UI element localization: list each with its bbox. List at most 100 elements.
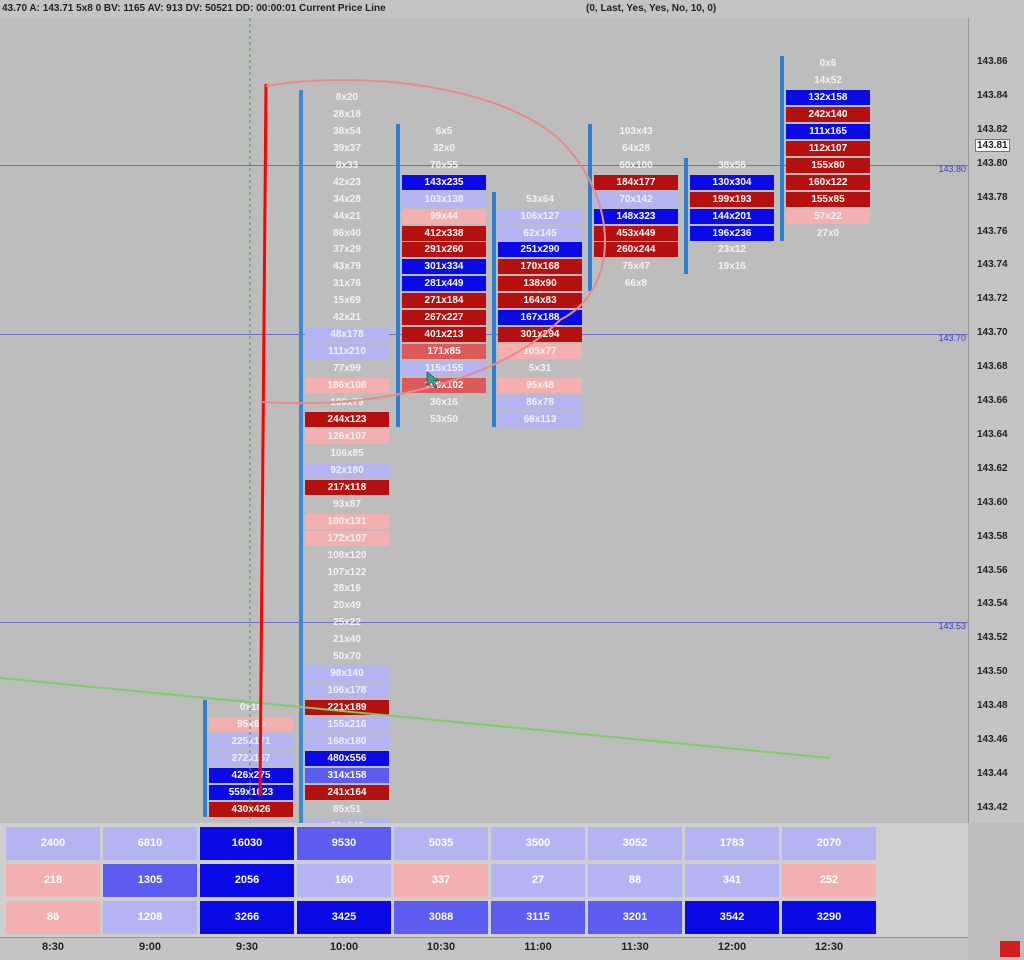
time-axis-label: 8:30	[41, 941, 65, 953]
summary-cell: 1305	[103, 864, 197, 897]
footprint-cell: 267x227	[402, 310, 486, 325]
horizontal-level-label: 143.53	[938, 621, 966, 631]
footprint-cell: 103x138	[402, 192, 486, 207]
footprint-cell: 106x178	[305, 683, 389, 698]
price-axis-label: 143.42	[977, 802, 1008, 813]
footprint-cell: 98x140	[305, 666, 389, 681]
footprint-cell: 260x244	[594, 242, 678, 257]
footprint-cell: 271x184	[402, 293, 486, 308]
time-axis[interactable]: 8:30 9:00 9:30 10:00 10:30 11:00 11:30 12:00 12:…	[0, 937, 968, 960]
footprint-cell: 155x85	[786, 192, 870, 207]
candle-range-bar	[492, 192, 496, 427]
footprint-cell: 66x113	[498, 412, 582, 427]
footprint-cell: 53x50	[430, 414, 458, 425]
summary-cell: 16030	[200, 827, 294, 860]
summary-cell: 3500	[491, 827, 585, 860]
footprint-cell: 23x12	[718, 244, 746, 255]
time-axis-label: 9:00	[138, 941, 162, 953]
summary-cell: 3290	[782, 901, 876, 934]
footprint-cell: 106x85	[330, 448, 364, 459]
price-axis[interactable]: 143.86 143.84 143.82 143.80 143.78 143.76 143.…	[968, 18, 1024, 823]
summary-cell: 6810	[103, 827, 197, 860]
summary-cell: 2070	[782, 827, 876, 860]
footprint-cell: 15x69	[333, 295, 361, 306]
footprint-cell: 31x76	[333, 278, 361, 289]
time-axis-label: 11:30	[621, 941, 649, 953]
footprint-cell: 167x188	[498, 310, 582, 325]
footprint-cell: 14x52	[814, 75, 842, 86]
footprint-cell: 115x155	[402, 361, 486, 376]
summary-cell: 1783	[685, 827, 779, 860]
summary-cell: 3052	[588, 827, 682, 860]
footprint-cell: 244x123	[305, 412, 389, 427]
summary-cell: 2400	[6, 827, 100, 860]
footprint-cell: 8x33	[335, 160, 359, 171]
settings-text: (0, Last, Yes, Yes, No, 10, 0)	[586, 3, 717, 14]
footprint-cell: 19x16	[718, 261, 746, 272]
summary-cell: 3115	[491, 901, 585, 934]
footprint-cell: 5x31	[528, 363, 552, 374]
footprint-cell: 48x178	[305, 327, 389, 342]
footprint-cell: 100x79	[330, 397, 364, 408]
candle-range-bar	[396, 124, 400, 427]
footprint-cell: 85x51	[333, 804, 361, 815]
horizontal-level-line[interactable]	[0, 622, 968, 623]
footprint-cell: 301x294	[498, 327, 582, 342]
summary-cell: 341	[685, 864, 779, 897]
price-axis-label: 143.70	[977, 327, 1008, 338]
footprint-cell: 241x164	[305, 785, 389, 800]
summary-cell: 2056	[200, 864, 294, 897]
footprint-cell: 314x158	[305, 768, 389, 783]
price-axis-label: 143.72	[977, 293, 1008, 304]
footprint-cell: 430x426	[209, 802, 293, 817]
summary-cell: 160	[297, 864, 391, 897]
footprint-cell: 0x10	[239, 702, 263, 713]
horizontal-level-label: 143.80	[938, 164, 966, 174]
time-axis-label: 11:00	[524, 941, 552, 953]
footprint-cell: 20x49	[333, 600, 361, 611]
footprint-cell: 480x556	[305, 751, 389, 766]
footprint-cell: 225x171	[209, 734, 293, 749]
footprint-cell: 221x189	[305, 700, 389, 715]
footprint-cell: 199x193	[690, 192, 774, 207]
footprint-cell: 426x275	[209, 768, 293, 783]
footprint-cell: 38x54	[333, 126, 361, 137]
price-axis-label: 143.80	[977, 158, 1008, 169]
summary-cell: 1208	[103, 901, 197, 934]
footprint-cell: 184x177	[594, 175, 678, 190]
footprint-cell: 50x70	[333, 651, 361, 662]
footprint-cell: 105x77	[498, 344, 582, 359]
footprint-cell: 453x449	[594, 226, 678, 241]
footprint-cell: 281x449	[402, 276, 486, 291]
footprint-cell: 99x44	[402, 209, 486, 224]
footprint-cell: 53x64	[526, 194, 554, 205]
price-axis-label: 143.46	[977, 734, 1008, 745]
footprint-cell: 103x43	[619, 126, 653, 137]
footprint-cell: 155x216	[305, 717, 389, 732]
footprint-cell: 8x20	[335, 92, 359, 103]
price-axis-label: 143.44	[977, 768, 1008, 779]
price-axis-label: 143.58	[977, 531, 1008, 542]
footprint-cell: 39x37	[333, 143, 361, 154]
summary-cell: 27	[491, 864, 585, 897]
footprint-cell: 170x168	[498, 259, 582, 274]
footprint-cell: 111x210	[305, 344, 389, 359]
summary-cell: 9530	[297, 827, 391, 860]
summary-table: 2400 6810 16030 9530 5035 3500 3052 1783 2070 218…	[0, 823, 968, 937]
summary-cell: 3266	[200, 901, 294, 934]
price-axis-label: 143.62	[977, 463, 1008, 474]
summary-cell: 3088	[394, 901, 488, 934]
price-axis-label: 143.54	[977, 598, 1008, 609]
footprint-cell: 66x8	[624, 278, 648, 289]
footprint-cell: 86x40	[333, 228, 361, 239]
footprint-cell: 64x28	[622, 143, 650, 154]
footprint-cell: 291x260	[402, 242, 486, 257]
footprint-cell: 27x0	[816, 228, 840, 239]
price-axis-label: 143.56	[977, 565, 1008, 576]
footprint-cell: 171x85	[402, 344, 486, 359]
footprint-chart-area[interactable]: 143.80 143.70 143.53 0x10 95x60 225x171 272x16…	[0, 18, 968, 834]
summary-cell: 337	[394, 864, 488, 897]
footprint-cell: 95x60	[209, 717, 293, 732]
status-text: 43.70 A: 143.71 5x8 0 BV: 1165 AV: 913 D…	[2, 3, 386, 14]
price-axis-label: 143.50	[977, 666, 1008, 677]
